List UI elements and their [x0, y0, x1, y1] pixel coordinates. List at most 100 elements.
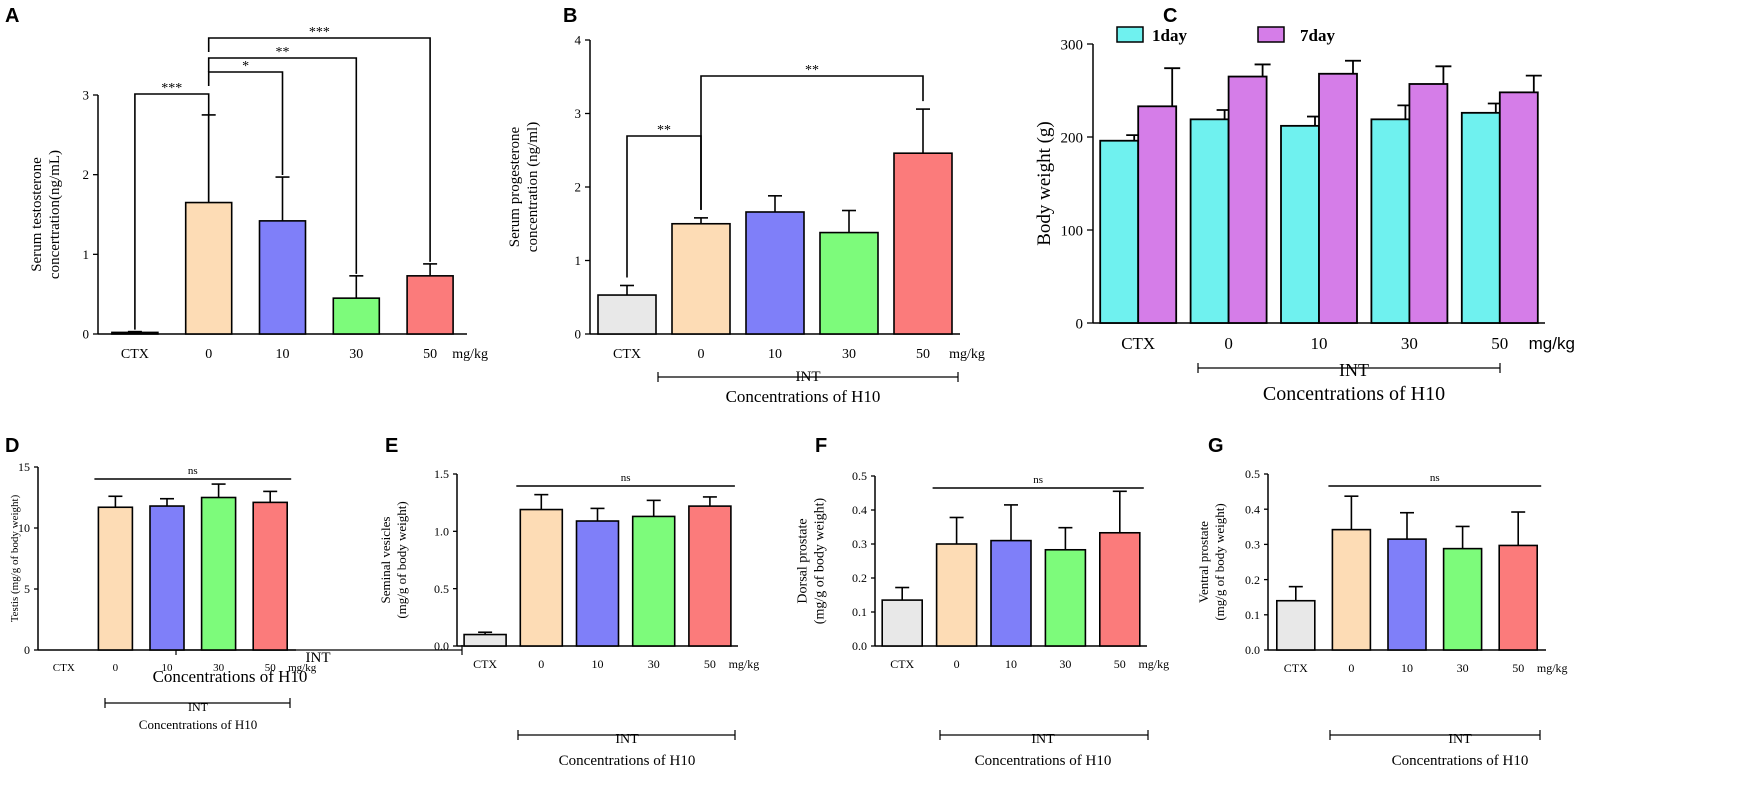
panel-e-group-label: INT: [615, 732, 639, 747]
y-tick-label: 0.1: [852, 605, 867, 619]
panel-d-group-label: INT: [188, 700, 209, 714]
significance-bracket: [207, 71, 284, 176]
x-tick-label: CTX: [473, 657, 497, 671]
y-tick-label: 300: [1061, 37, 1084, 53]
x-tick-label: 30: [1059, 657, 1071, 671]
y-tick-label: 0.4: [1245, 502, 1260, 516]
bar-0: [1331, 528, 1372, 651]
bar-1day-10: [1280, 124, 1320, 324]
y-tick-label: 0.0: [434, 639, 449, 653]
panel-f-chart: 0.0 0.1 0.2 0.3 0.4 0.5 Dorsal prostate (mg/g o…: [796, 469, 1170, 769]
legend-label-7day: 7day: [1300, 26, 1335, 45]
y-tick-label: 200: [1061, 130, 1084, 146]
x-tick-label: 30: [1457, 661, 1469, 675]
y-tick-label: 5: [24, 582, 30, 596]
y-tick-label: 0.4: [852, 503, 867, 517]
unit-label: mg/kg: [949, 347, 985, 362]
y-tick-label: 1.5: [434, 467, 449, 481]
y-tick-label: 10: [18, 521, 30, 535]
y-tick-label: 2: [575, 180, 582, 195]
unit-label: mg/kg: [1138, 657, 1169, 671]
bar-10: [149, 505, 185, 651]
panel-b-marks: 0 1 2 3 4 Serum progesterone concentration (ng…: [507, 33, 985, 382]
panel-letter-b: B: [563, 5, 577, 27]
bar-7day-30: [1408, 83, 1449, 324]
significance-label: ***: [309, 25, 330, 40]
y-axis-label: Seminal vesicles: [378, 516, 393, 603]
legend-swatch-7day: [1257, 26, 1285, 43]
y-tick-label: 0.0: [1245, 643, 1260, 657]
x-tick-label: 0: [1224, 334, 1233, 353]
significance-label: ***: [161, 81, 182, 96]
bar-CTX: [597, 294, 657, 335]
bar-10: [745, 211, 805, 335]
panel-f-xlabel: Concentrations of H10: [975, 753, 1112, 769]
bar-7day-CTX: [1137, 105, 1178, 324]
panel-g-chart: 0.0 0.1 0.2 0.3 0.4 0.5 Ventral prostate (mg/g …: [1196, 467, 1568, 769]
bar-CTX: [881, 599, 924, 647]
x-tick-label: 50: [265, 662, 277, 674]
y-axis-label: (mg/g of body weight): [813, 497, 828, 624]
x-tick-label: 0: [205, 347, 212, 362]
bar-50: [252, 501, 288, 651]
panel-letter-c: C: [1163, 5, 1177, 27]
ns-label: ns: [188, 465, 198, 477]
bar-0: [519, 508, 564, 647]
unit-label: mg/kg: [1537, 661, 1568, 675]
bar-30: [631, 515, 676, 647]
bar-0: [935, 543, 978, 647]
bar-CTX: [463, 633, 507, 647]
x-tick-label: 10: [1401, 661, 1413, 675]
bar-CTX: [111, 331, 159, 335]
y-tick-label: 0: [575, 327, 582, 342]
panel-e-chart: 0.0 0.5 1.0 1.5 Seminal vesicles (mg/g of bod…: [378, 467, 759, 769]
x-tick-label: 30: [213, 662, 225, 674]
y-tick-label: 15: [18, 460, 30, 474]
y-tick-label: 0.1: [1245, 608, 1260, 622]
significance-bracket: [207, 57, 358, 274]
bar-10: [575, 520, 620, 647]
x-tick-label: 10: [276, 347, 290, 362]
bar-7day-10: [1318, 72, 1358, 324]
ns-label: ns: [1033, 474, 1043, 486]
bar-50: [406, 275, 454, 335]
y-tick-label: 0.2: [1245, 573, 1260, 587]
panel-letter-g: G: [1208, 435, 1224, 457]
bar-10: [258, 220, 307, 335]
y-axis-label: concertration(ng/mL): [47, 150, 63, 279]
x-tick-label: 50: [423, 347, 437, 362]
bar-30: [819, 231, 879, 335]
bar-0: [184, 201, 233, 335]
panel-d-marks: 0 5 10 15 Testis (mg/g of body weight) CTX 0 10…: [9, 460, 317, 708]
x-tick-label: 30: [349, 347, 363, 362]
bar-30: [332, 297, 381, 335]
panel-e-marks: 0.0 0.5 1.0 1.5 Seminal vesicles (mg/g of bod…: [378, 467, 759, 740]
panel-f-group-label: INT: [1031, 732, 1055, 747]
x-tick-label: 30: [842, 347, 856, 362]
panel-a-chart: 0 1 2 3 Serum testosterone concertration(ng/m…: [29, 25, 488, 686]
panel-a-group-label: INT: [306, 650, 331, 666]
bar-10: [1387, 538, 1427, 651]
panel-b-chart: 0 1 2 3 4 Serum progesterone concentration (ng…: [507, 33, 985, 406]
y-tick-label: 0.0: [852, 639, 867, 653]
panel-letter-d: D: [5, 435, 19, 457]
significance-label: **: [805, 63, 819, 78]
bar-1day-0: [1189, 118, 1230, 324]
y-axis-label: (mg/g of body weight): [1212, 503, 1227, 620]
panel-letter-f: F: [815, 435, 827, 457]
bar-30: [1442, 547, 1483, 651]
y-tick-label: 0.2: [852, 571, 867, 585]
y-tick-label: 0: [83, 327, 90, 342]
panel-a-xlabel: Concentrations of H10: [153, 667, 308, 686]
y-tick-label: 0.5: [852, 469, 867, 483]
x-tick-label: 50: [916, 347, 930, 362]
panel-g-xlabel: Concentrations of H10: [1392, 753, 1529, 769]
y-tick-label: 0: [1076, 316, 1084, 332]
y-tick-label: 2: [83, 167, 90, 182]
panel-d-xlabel: Concentrations of H10: [139, 717, 257, 732]
significance-bracket: [134, 93, 210, 330]
panel-f-marks: 0.0 0.1 0.2 0.3 0.4 0.5 Dorsal prostate (mg/g o…: [796, 469, 1169, 740]
panel-d-chart: 0 5 10 15 Testis (mg/g of body weight) CTX 0 10…: [9, 460, 317, 732]
x-tick-label: 50: [1512, 661, 1524, 675]
